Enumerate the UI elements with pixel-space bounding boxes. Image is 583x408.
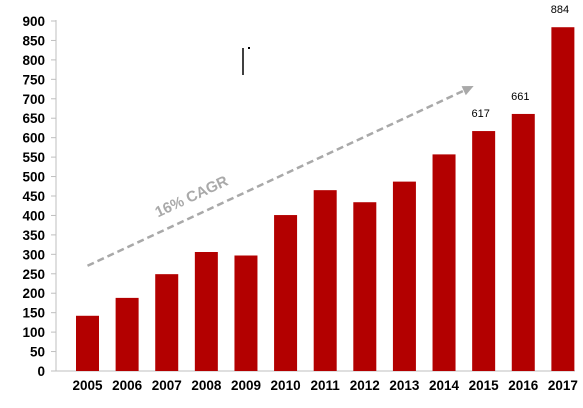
- bar-2006: [115, 297, 139, 371]
- x-tick-label: 2016: [508, 378, 539, 393]
- y-tick-label: 550: [22, 150, 45, 165]
- bar-2007: [155, 274, 179, 371]
- bar-2011: [313, 190, 337, 371]
- y-tick-label: 450: [22, 189, 45, 204]
- y-tick-label: 900: [22, 14, 45, 29]
- y-tick-label: 250: [22, 267, 45, 282]
- x-tick-label: 2007: [152, 378, 182, 393]
- y-tick-label: 400: [22, 208, 45, 223]
- bar-2005: [76, 315, 99, 371]
- x-tick-label: 2009: [231, 378, 261, 393]
- data-labels: 617 661 884: [471, 4, 569, 120]
- y-tick-label: 200: [22, 286, 45, 301]
- bar-2017: [551, 27, 575, 371]
- x-tick-label: 2013: [389, 378, 420, 393]
- x-tick-label: 2006: [112, 378, 143, 393]
- y-tick-label: 750: [22, 72, 45, 87]
- y-tick-label: 100: [22, 325, 45, 340]
- bar-2010: [274, 215, 298, 371]
- x-tick-label: 2010: [271, 378, 301, 393]
- cagr-arrow-line: [86, 89, 465, 267]
- x-axis-ticks: 2005 2006 2007 2008 2009 2010 2011 2012 2013 2014…: [72, 378, 577, 393]
- bars: [76, 27, 575, 371]
- x-tick-label: 2017: [548, 378, 578, 393]
- y-tick-label: 500: [22, 170, 45, 185]
- x-tick-label: 2014: [429, 378, 460, 393]
- cursor-dot: [248, 47, 250, 49]
- y-tick-label: 0: [37, 364, 45, 379]
- x-tick-label: 2008: [191, 378, 222, 393]
- bar-2009: [234, 255, 258, 371]
- y-tick-label: 800: [22, 53, 45, 68]
- cagr-label: 16% CAGR: [153, 173, 231, 222]
- bar-2012: [353, 202, 377, 371]
- y-tick-label: 350: [22, 228, 45, 243]
- x-tick-label: 2015: [469, 378, 500, 393]
- y-tick-label: 150: [22, 306, 45, 321]
- data-label: 884: [551, 4, 569, 16]
- x-tick-label: 2011: [311, 378, 341, 393]
- bar-2016: [511, 113, 535, 371]
- bar-2013: [392, 181, 416, 371]
- y-tick-label: 600: [22, 131, 45, 146]
- bar-2014: [432, 154, 456, 371]
- bar-2008: [194, 252, 218, 371]
- bar-2015: [472, 131, 496, 371]
- cagr-arrow-head: [461, 86, 474, 96]
- y-axis-ticks: 0 50 100 150 200 250 300 350 400 450 500 550 600 650 7…: [22, 14, 56, 379]
- x-tick-label: 2012: [350, 378, 380, 393]
- x-tick-label: 2005: [72, 378, 103, 393]
- data-label: 661: [511, 91, 529, 103]
- y-tick-label: 700: [22, 92, 45, 107]
- y-tick-label: 50: [30, 345, 45, 360]
- y-tick-label: 300: [22, 247, 45, 262]
- y-tick-label: 650: [22, 111, 45, 126]
- y-tick-label: 850: [22, 33, 45, 48]
- data-label: 617: [471, 108, 489, 120]
